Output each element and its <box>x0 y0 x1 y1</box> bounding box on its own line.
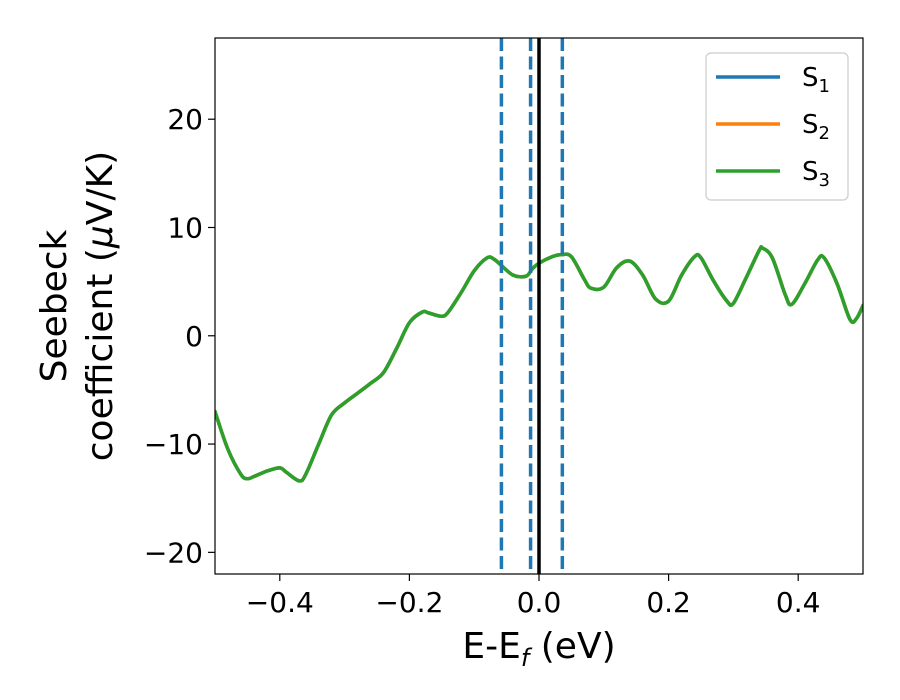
legend-box <box>705 52 849 201</box>
y-axis: −20 −10 0 10 20 <box>144 103 215 569</box>
y-axis-label-line2: coefficient (μV/K) <box>80 151 121 461</box>
x-tick-label: −0.4 <box>246 586 314 619</box>
x-axis: −0.4 −0.2 0.0 0.2 0.4 <box>246 574 821 619</box>
y-tick-label: 10 <box>167 211 203 244</box>
y-axis-label-line2-a: coefficient ( <box>80 248 121 461</box>
y-tick-label: −20 <box>144 536 203 569</box>
legend-label-s3: S3 <box>802 157 830 191</box>
y-tick-label: −10 <box>144 428 203 461</box>
x-axis-label-unit: (eV) <box>529 626 615 667</box>
y-tick-label: 0 <box>185 320 203 353</box>
y-axis-label-line2-b: V/K) <box>80 151 121 225</box>
y-axis-label-mu: μ <box>80 225 121 249</box>
legend-label-s1: S1 <box>802 63 830 97</box>
y-axis-label-line1: Seebeck <box>34 229 75 382</box>
legend-label-s2: S2 <box>802 110 830 144</box>
x-tick-label: 0.2 <box>646 586 691 619</box>
y-tick-label: 20 <box>167 103 203 136</box>
x-tick-label: −0.2 <box>375 586 443 619</box>
legend: S1 S2 S3 <box>705 52 849 201</box>
x-axis-label-main: E-E <box>462 626 520 667</box>
x-tick-label: 0.0 <box>517 586 562 619</box>
x-axis-label: E-Ef (eV) <box>462 626 615 672</box>
x-tick-label: 0.4 <box>776 586 821 619</box>
plot-area <box>215 38 863 574</box>
